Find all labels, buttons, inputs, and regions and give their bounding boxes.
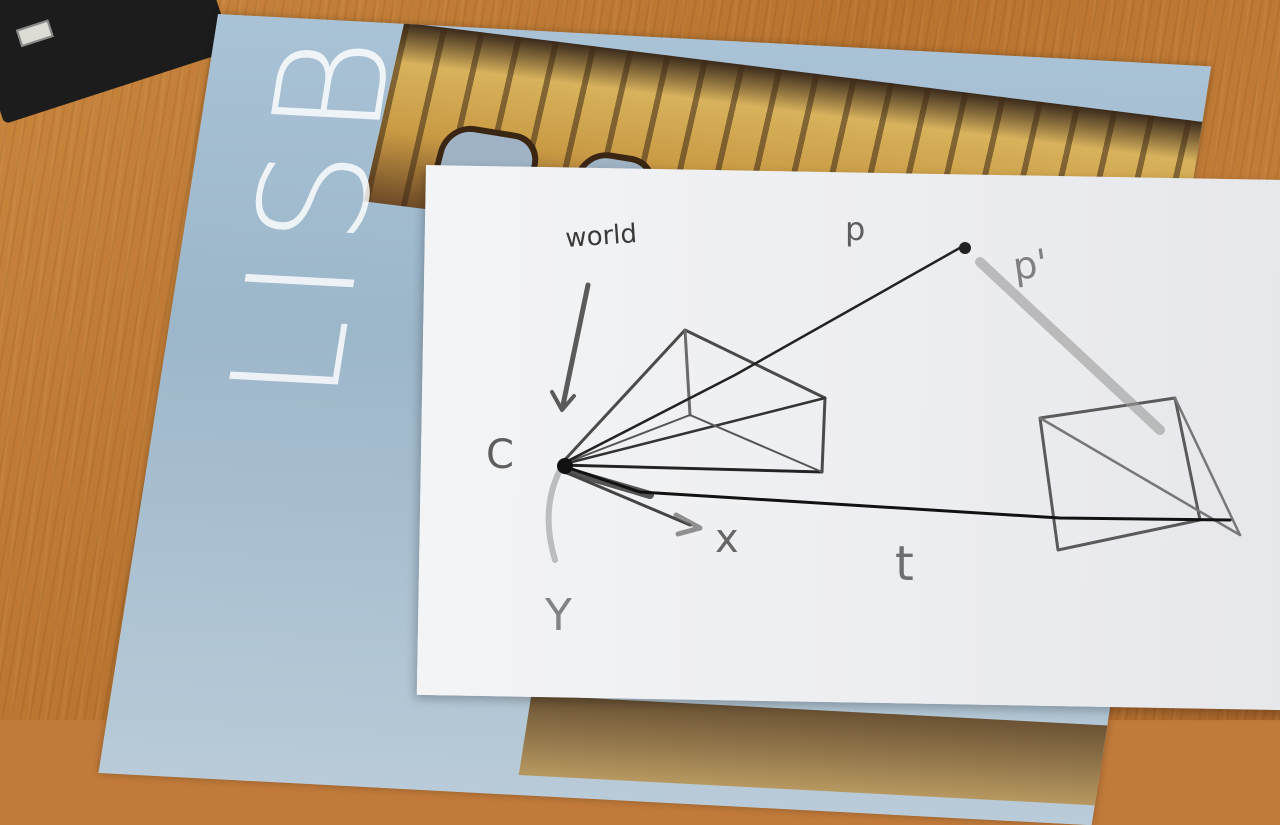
translation-label: t bbox=[895, 536, 914, 592]
camera-ray bbox=[1038, 416, 1242, 537]
x-axis-label: x bbox=[715, 516, 739, 562]
point-p bbox=[959, 242, 971, 254]
camera-frustum-edge bbox=[683, 328, 692, 417]
camera-ray bbox=[558, 396, 827, 467]
camera-label: C bbox=[486, 432, 514, 478]
x-axis-arrow bbox=[558, 468, 692, 527]
camera-ray bbox=[558, 463, 824, 474]
world-arrow-line bbox=[560, 282, 591, 408]
hand-drawn-sketch: world C x Y t p p' bbox=[486, 210, 1242, 641]
camera-ray bbox=[1173, 396, 1242, 537]
world-label: world bbox=[564, 219, 638, 254]
y-axis-label: Y bbox=[544, 590, 572, 641]
point-p-prime-label: p' bbox=[1010, 241, 1050, 289]
x-axis-arrowhead bbox=[673, 512, 703, 537]
point-p-label: p bbox=[845, 210, 865, 248]
ray-to-point bbox=[558, 243, 967, 467]
camera-frustum-right bbox=[1038, 396, 1202, 552]
y-axis-arrow bbox=[545, 467, 563, 563]
photo-scene: LISBOA bbox=[0, 0, 1280, 720]
camera-ray bbox=[559, 414, 823, 473]
camera-center bbox=[557, 458, 573, 474]
translation-line-shadow bbox=[561, 466, 654, 499]
world-arrow-head bbox=[550, 390, 576, 412]
blurred-ray-to-point bbox=[975, 257, 1165, 435]
